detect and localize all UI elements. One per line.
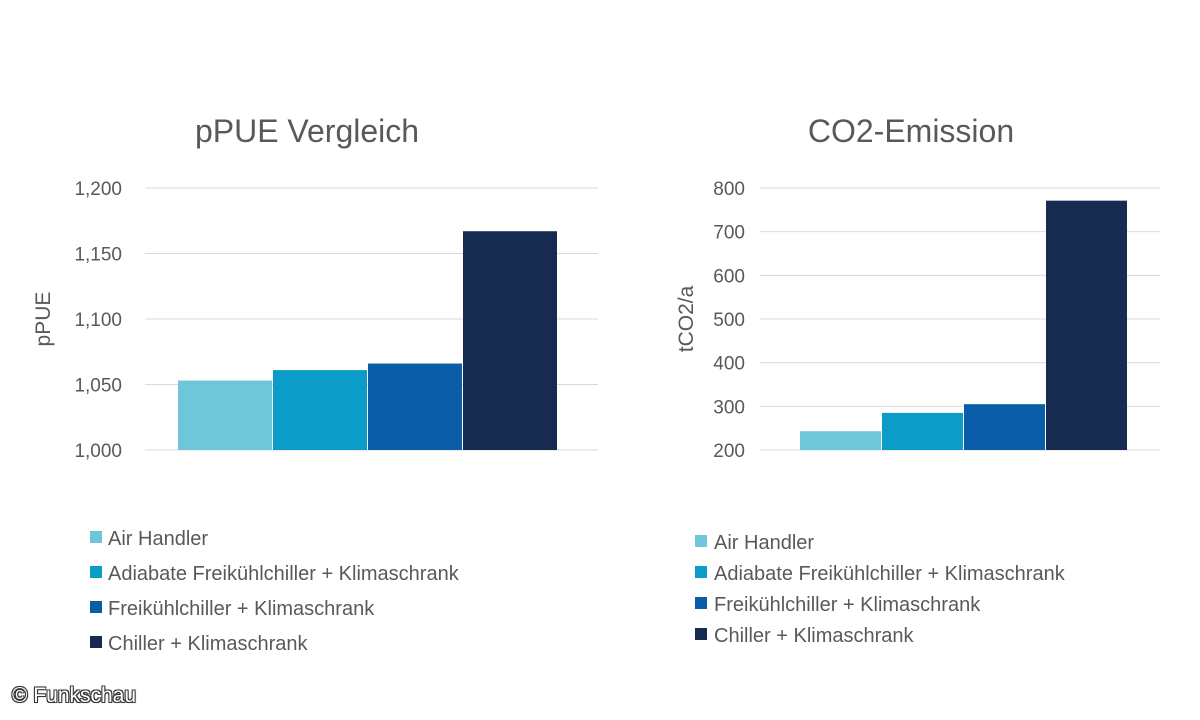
legend-swatch: [695, 628, 707, 640]
chart-ppue: pPUE Vergleich 1,000 1,050 1,100 1,150 1,200 p…: [32, 113, 598, 655]
bar-4: [463, 231, 557, 450]
legend-label: Air Handler: [714, 532, 814, 554]
y-tick-label: 700: [713, 223, 745, 244]
legend-label: Chiller + Klimaschrank: [714, 625, 915, 647]
bar-1: [800, 431, 881, 450]
y-tick-label: 1,200: [74, 179, 122, 200]
legend-label: Adiabate Freikühlchiller + Klimaschrank: [108, 563, 460, 585]
chart-co2: CO2-Emission 200 300 400 500 600 700 800 tCO2/a A…: [675, 113, 1160, 647]
legend-swatch: [695, 597, 707, 609]
credit-label: © Funkschau: [12, 684, 137, 707]
y-tick-label: 500: [713, 310, 745, 331]
bar-1: [178, 380, 272, 450]
y-axis-label: tCO2/a: [675, 285, 698, 352]
legend-label: Freikühlchiller + Klimaschrank: [714, 594, 981, 616]
legend-label: Adiabate Freikühlchiller + Klimaschrank: [714, 563, 1066, 585]
bar-4: [1046, 200, 1127, 450]
legend-label: Freikühlchiller + Klimaschrank: [108, 598, 375, 620]
legend-swatch: [90, 636, 102, 648]
y-tick-label: 1,050: [74, 376, 122, 397]
y-tick-label: 1,000: [74, 441, 122, 462]
y-axis-label: pPUE: [32, 292, 55, 347]
legend-label: Chiller + Klimaschrank: [108, 633, 309, 655]
y-tick-label: 1,150: [74, 245, 122, 266]
legend-swatch: [90, 566, 102, 578]
y-tick-label: 400: [713, 354, 745, 375]
legend-label: Air Handler: [108, 528, 208, 550]
legend-swatch: [695, 535, 707, 547]
y-tick-label: 800: [713, 179, 745, 200]
chart-title: pPUE Vergleich: [195, 113, 419, 149]
y-tick-label: 300: [713, 397, 745, 418]
legend-swatch: [90, 601, 102, 613]
bar-3: [368, 363, 462, 450]
y-tick-label: 200: [713, 441, 745, 462]
bar-3: [964, 404, 1045, 450]
chart-title: CO2-Emission: [808, 113, 1014, 149]
bar-2: [273, 370, 367, 450]
legend-swatch: [90, 531, 102, 543]
legend-swatch: [695, 566, 707, 578]
y-tick-label: 1,100: [74, 310, 122, 331]
y-tick-label: 600: [713, 266, 745, 287]
bar-2: [882, 412, 963, 450]
